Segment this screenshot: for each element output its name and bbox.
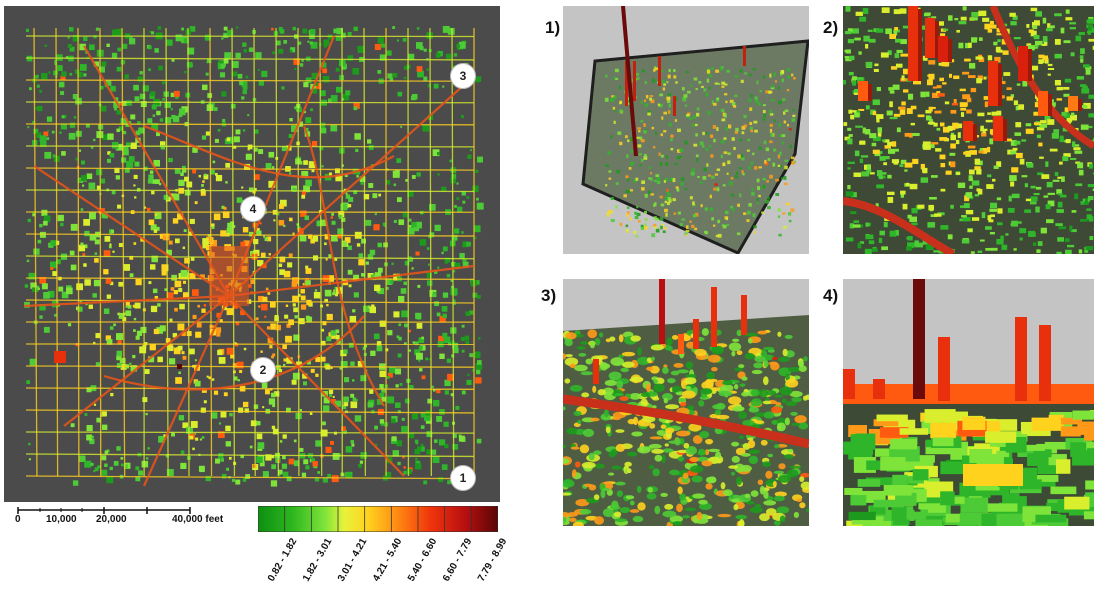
map-marker-4[interactable]: 4 xyxy=(240,196,266,222)
view-panel-3 xyxy=(563,279,809,526)
panel-3-label: 3) xyxy=(541,286,557,305)
scale-bar xyxy=(17,507,191,514)
legend-class-label: 3.01 - 4.21 xyxy=(336,536,370,584)
view-panel-2 xyxy=(843,6,1094,254)
scale-label-20000: 20,000 xyxy=(96,514,127,525)
map-marker-2[interactable]: 2 xyxy=(250,357,276,383)
legend-class-label: 4.21 - 5.40 xyxy=(371,536,405,584)
marker-label: 3 xyxy=(459,69,467,83)
density-legend xyxy=(258,506,498,532)
legend-class-label: 0.82 - 1.82 xyxy=(266,536,300,584)
panel-4-label: 4) xyxy=(823,286,839,305)
map-highways xyxy=(23,35,475,487)
marker-label: 4 xyxy=(249,202,257,216)
close-up-view xyxy=(843,279,1094,526)
legend-class-label: 5.40 - 6.60 xyxy=(406,536,440,584)
scale-label-10000: 10,000 xyxy=(46,514,77,525)
view-panel-4 xyxy=(843,279,1094,526)
legend-class-label: 1.82 - 3.01 xyxy=(301,536,335,584)
panel-2-label: 2) xyxy=(823,18,839,37)
map-marker-3[interactable]: 3 xyxy=(450,63,476,89)
downtown-3d-view xyxy=(843,6,1094,254)
scale-label-40000: 40,000 feet xyxy=(172,514,224,525)
oblique-overview xyxy=(563,6,809,254)
legend-class-label: 7.79 - 8.99 xyxy=(476,536,510,584)
scale-label-0: 0 xyxy=(15,514,21,525)
map-marker-1[interactable]: 1 xyxy=(450,465,476,491)
city-density-map xyxy=(4,6,500,502)
legend-class-label: 6.60 - 7.79 xyxy=(441,536,475,584)
panel-1-label: 1) xyxy=(545,18,561,37)
view-panel-1: 1) xyxy=(563,6,809,254)
marker-label: 2 xyxy=(259,363,267,377)
ground-level-view xyxy=(563,279,809,526)
marker-label: 1 xyxy=(459,471,467,485)
